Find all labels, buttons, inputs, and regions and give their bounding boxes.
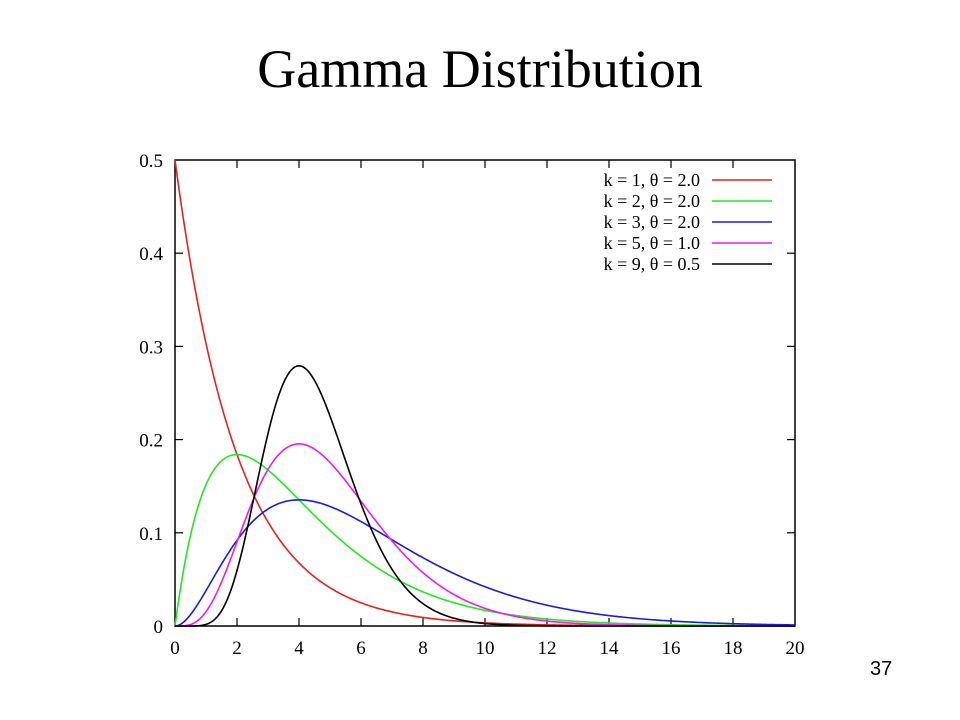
x-tick-label: 16	[662, 638, 681, 659]
series-line-4	[175, 443, 795, 627]
series-lines	[174, 159, 796, 627]
series-line-1	[174, 159, 795, 627]
y-tick-label: 0.5	[139, 151, 163, 172]
y-tick-label: 0.3	[139, 337, 163, 358]
y-tick-label: 0.2	[139, 431, 163, 452]
y-tick-label: 0.4	[139, 244, 163, 265]
y-tick-label: 0.1	[139, 524, 163, 545]
x-tick-label: 6	[356, 638, 366, 659]
slide-title: Gamma Distribution	[257, 39, 703, 99]
page-number: 37	[870, 658, 893, 680]
legend-entry-label: k = 2, θ = 2.0	[604, 191, 700, 211]
x-tick-label: 8	[418, 638, 428, 659]
x-tick-label: 14	[600, 638, 620, 659]
axis-ticks	[175, 160, 795, 626]
x-tick-label: 18	[724, 638, 743, 659]
x-tick-label: 10	[476, 638, 495, 659]
legend-entry-label: k = 5, θ = 1.0	[604, 233, 700, 253]
x-tick-label: 0	[170, 638, 180, 659]
x-tick-label: 12	[538, 638, 557, 659]
x-tick-label: 2	[232, 638, 242, 659]
series-line-5	[175, 365, 795, 627]
series-line-2	[174, 453, 796, 627]
plot-frame	[174, 159, 796, 627]
x-tick-label: 20	[786, 638, 805, 659]
y-tick-label: 0	[154, 617, 164, 638]
legend: k = 1, θ = 2.0k = 2, θ = 2.0k = 3, θ = 2…	[604, 170, 772, 274]
x-tick-labels: 0 2 4 6 8 10 12 14 16 18 20	[170, 638, 804, 659]
legend-entry-label: k = 9, θ = 0.5	[604, 254, 700, 274]
x-tick-label: 4	[294, 638, 304, 659]
y-tick-labels: 0 0.1 0.2 0.3 0.4 0.5	[139, 151, 163, 638]
legend-entry-label: k = 3, θ = 2.0	[604, 212, 700, 232]
legend-entry-label: k = 1, θ = 2.0	[604, 170, 700, 190]
series-line-3	[174, 499, 796, 627]
